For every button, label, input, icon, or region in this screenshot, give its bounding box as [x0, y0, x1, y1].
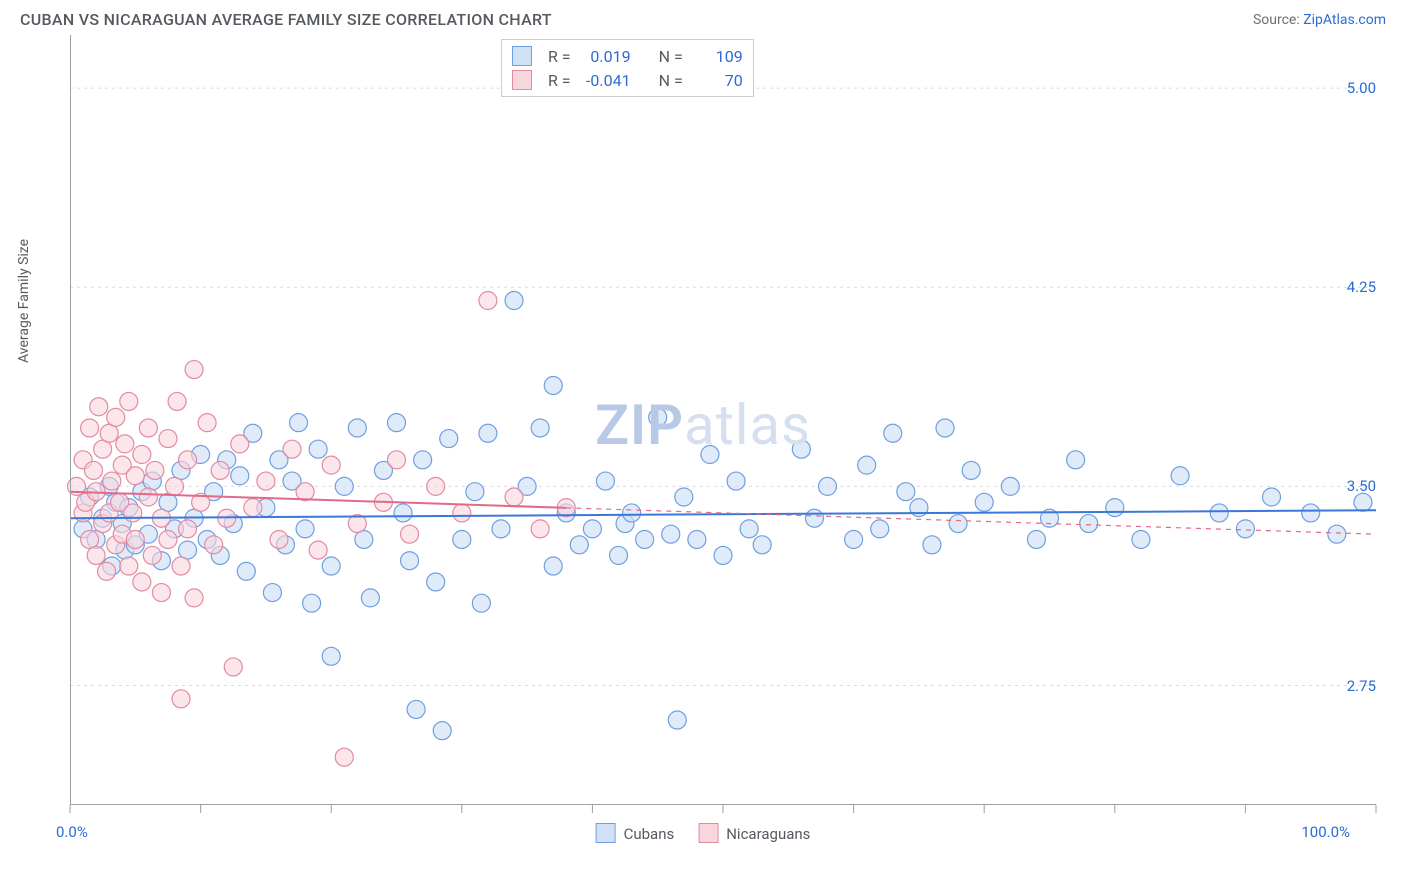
x-min-label: 0.0% — [56, 823, 88, 841]
r-label: R = — [548, 47, 571, 66]
legend-item: Nicaraguans — [698, 823, 810, 843]
chart-title: CUBAN VS NICARAGUAN AVERAGE FAMILY SIZE … — [20, 10, 552, 29]
stats-legend-box: R = 0.019 N = 109 R = -0.041 N = 70 — [501, 39, 754, 97]
legend-swatch — [512, 46, 532, 66]
legend-label: Nicaraguans — [726, 825, 810, 843]
y-tick-label: 2.75 — [1347, 677, 1376, 695]
y-tick-label: 5.00 — [1347, 79, 1376, 97]
n-value: 70 — [691, 71, 743, 90]
r-label: R = — [548, 71, 571, 90]
legend-swatch — [512, 70, 532, 90]
x-axis-labels: 0.0% Cubans Nicaraguans 100.0% — [20, 823, 1386, 849]
y-tick-label: 3.50 — [1347, 477, 1376, 495]
source-label: Source: ZipAtlas.com — [1253, 12, 1386, 28]
legend-swatch — [698, 823, 718, 843]
legend-item: Cubans — [596, 823, 675, 843]
stats-row: R = 0.019 N = 109 — [512, 44, 743, 68]
stats-row: R = -0.041 N = 70 — [512, 68, 743, 92]
r-value: -0.041 — [579, 71, 631, 90]
n-value: 109 — [691, 47, 743, 66]
chart-area: Average Family Size ZIPatlas R = 0.019 N… — [20, 35, 1386, 815]
scatter-plot — [20, 35, 1386, 815]
legend-swatch — [596, 823, 616, 843]
series-legend: Cubans Nicaraguans — [596, 823, 811, 843]
y-tick-label: 4.25 — [1347, 278, 1376, 296]
source-link[interactable]: ZipAtlas.com — [1303, 12, 1386, 28]
r-value: 0.019 — [579, 47, 631, 66]
y-axis-label: Average Family Size — [16, 239, 32, 363]
n-label: N = — [659, 47, 683, 66]
source-prefix: Source: — [1253, 12, 1303, 28]
n-label: N = — [659, 71, 683, 90]
legend-label: Cubans — [624, 825, 675, 843]
x-max-label: 100.0% — [1301, 823, 1350, 841]
